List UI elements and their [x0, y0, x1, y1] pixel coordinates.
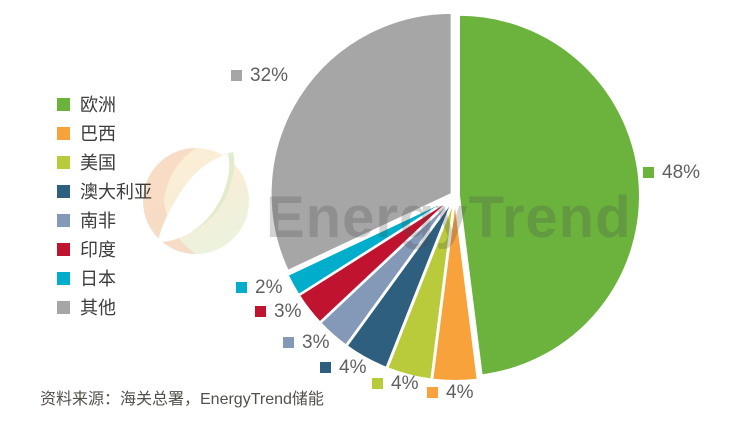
value-marker-brazil-icon [427, 387, 438, 398]
legend-swatch-india-icon [57, 243, 70, 256]
legend-item-other: 其他 [57, 293, 152, 322]
legend-label: 澳大利亚 [80, 181, 152, 202]
legend-swatch-japan-icon [57, 272, 70, 285]
legend-item-australia: 澳大利亚 [57, 177, 152, 206]
pie-slice-3 [386, 199, 456, 381]
value-text: 2% [255, 277, 283, 298]
legend-label: 美国 [80, 152, 116, 173]
legend-item-usa: 美国 [57, 148, 152, 177]
value-text: 4% [446, 382, 474, 403]
legend-label: 日本 [80, 268, 116, 289]
value-label-australia: 4% [320, 358, 366, 377]
legend-label: 南非 [80, 210, 116, 231]
value-text: 3% [274, 301, 302, 322]
value-label-japan: 2% [236, 278, 282, 297]
legend-swatch-australia-icon [57, 185, 70, 198]
value-label-india: 3% [255, 302, 301, 321]
value-marker-japan-icon [236, 282, 247, 293]
legend: 欧洲 巴西 美国 澳大利亚 南非 印度 日本 其他 [57, 90, 152, 322]
legend-swatch-usa-icon [57, 156, 70, 169]
value-label-brazil: 4% [427, 383, 473, 402]
legend-swatch-europe-icon [57, 98, 70, 111]
legend-item-japan: 日本 [57, 264, 152, 293]
legend-swatch-other-icon [57, 301, 70, 314]
pie-slice-7 [286, 197, 453, 297]
legend-label: 欧洲 [80, 94, 116, 115]
value-text: 3% [302, 332, 330, 353]
value-text: 48% [662, 162, 701, 183]
energytrend-watermark-text: EnergyTrend [266, 185, 632, 250]
legend-label: 巴西 [80, 123, 116, 144]
value-label-other: 32% [231, 66, 288, 85]
value-marker-europe-icon [643, 167, 654, 178]
pie-slice-8 [269, 11, 453, 273]
energytrend-logo-watermark-icon [143, 148, 249, 254]
value-label-south-africa: 3% [283, 333, 329, 352]
value-marker-south-africa-icon [283, 337, 294, 348]
legend-item-brazil: 巴西 [57, 119, 152, 148]
value-label-usa: 4% [372, 374, 418, 393]
legend-label: 其他 [80, 297, 116, 318]
value-marker-india-icon [255, 306, 266, 317]
legend-label: 印度 [80, 239, 116, 260]
legend-swatch-brazil-icon [57, 127, 70, 140]
legend-item-india: 印度 [57, 235, 152, 264]
value-text: 4% [391, 373, 419, 394]
value-marker-usa-icon [372, 378, 383, 389]
value-text: 32% [250, 65, 289, 86]
legend-item-south-africa: 南非 [57, 206, 152, 235]
value-text: 4% [339, 357, 367, 378]
value-marker-other-icon [231, 70, 242, 81]
pie-slice-2 [431, 199, 479, 382]
value-marker-australia-icon [320, 362, 331, 373]
legend-item-europe: 欧洲 [57, 90, 152, 119]
pie-slice-1 [457, 13, 641, 377]
legend-swatch-south-africa-icon [57, 214, 70, 227]
source-note: 资料来源：海关总署，EnergyTrend储能 [40, 391, 324, 408]
value-label-europe: 48% [643, 163, 700, 182]
